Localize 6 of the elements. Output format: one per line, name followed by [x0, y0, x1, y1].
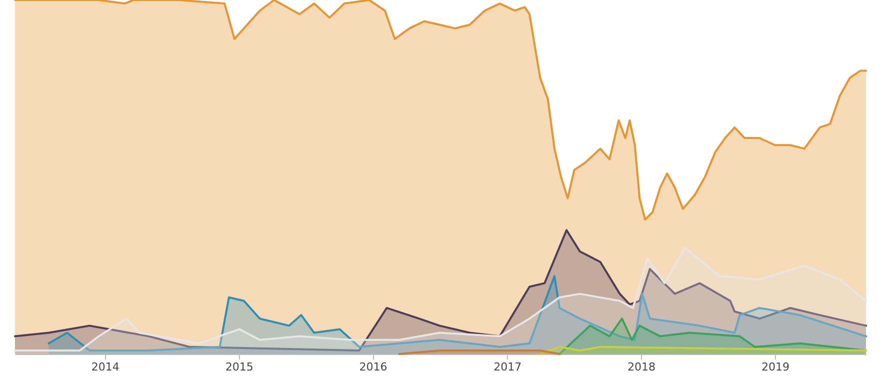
x-tick-label: 2018: [628, 360, 656, 374]
x-tick-label: 2016: [359, 360, 388, 374]
x-tick-label: 2019: [761, 360, 790, 374]
x-tick-label: 2014: [91, 360, 120, 374]
x-tick-label: 2015: [225, 360, 254, 374]
x-tick-label: 2017: [494, 360, 522, 374]
